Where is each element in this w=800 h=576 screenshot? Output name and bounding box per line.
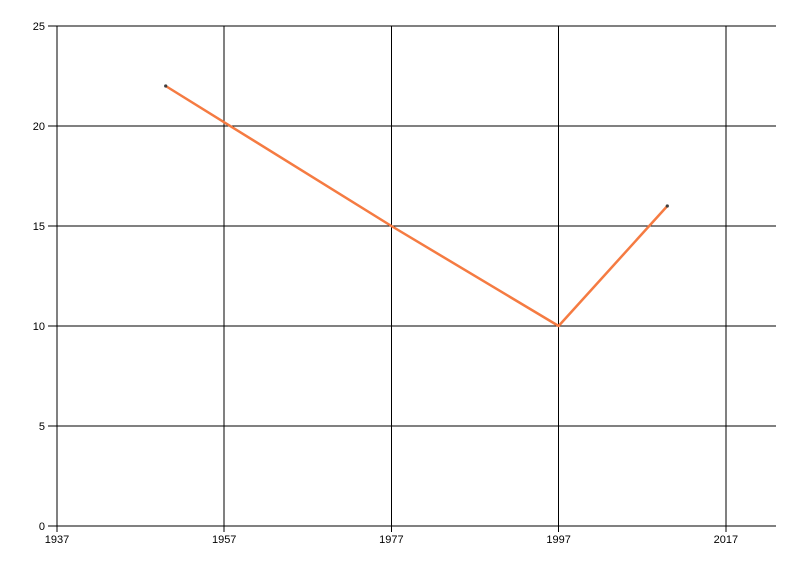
y-tick-label: 0 bbox=[39, 521, 45, 533]
endpoint-marker[interactable] bbox=[665, 204, 669, 208]
endpoint-marker[interactable] bbox=[164, 84, 168, 88]
y-tick-label: 15 bbox=[33, 221, 45, 233]
label-layer: 0 5 10 15 20 25 1937 1957 1977 1997 2017 bbox=[33, 21, 738, 546]
series-layer bbox=[164, 84, 669, 328]
x-tick-label: 1937 bbox=[45, 534, 69, 546]
x-tick-label: 1957 bbox=[212, 534, 236, 546]
x-tick-label: 2017 bbox=[714, 534, 738, 546]
y-tick-label: 5 bbox=[39, 421, 45, 433]
y-tick-label: 20 bbox=[33, 121, 45, 133]
plot-area[interactable] bbox=[57, 26, 776, 526]
y-tick-label: 25 bbox=[33, 21, 45, 33]
grid-layer bbox=[56, 25, 776, 527]
tick-layer bbox=[48, 25, 727, 532]
x-tick-label: 1977 bbox=[379, 534, 403, 546]
y-tick-label: 10 bbox=[33, 321, 45, 333]
series-line[interactable] bbox=[164, 84, 669, 328]
x-tick-label: 1997 bbox=[546, 534, 570, 546]
